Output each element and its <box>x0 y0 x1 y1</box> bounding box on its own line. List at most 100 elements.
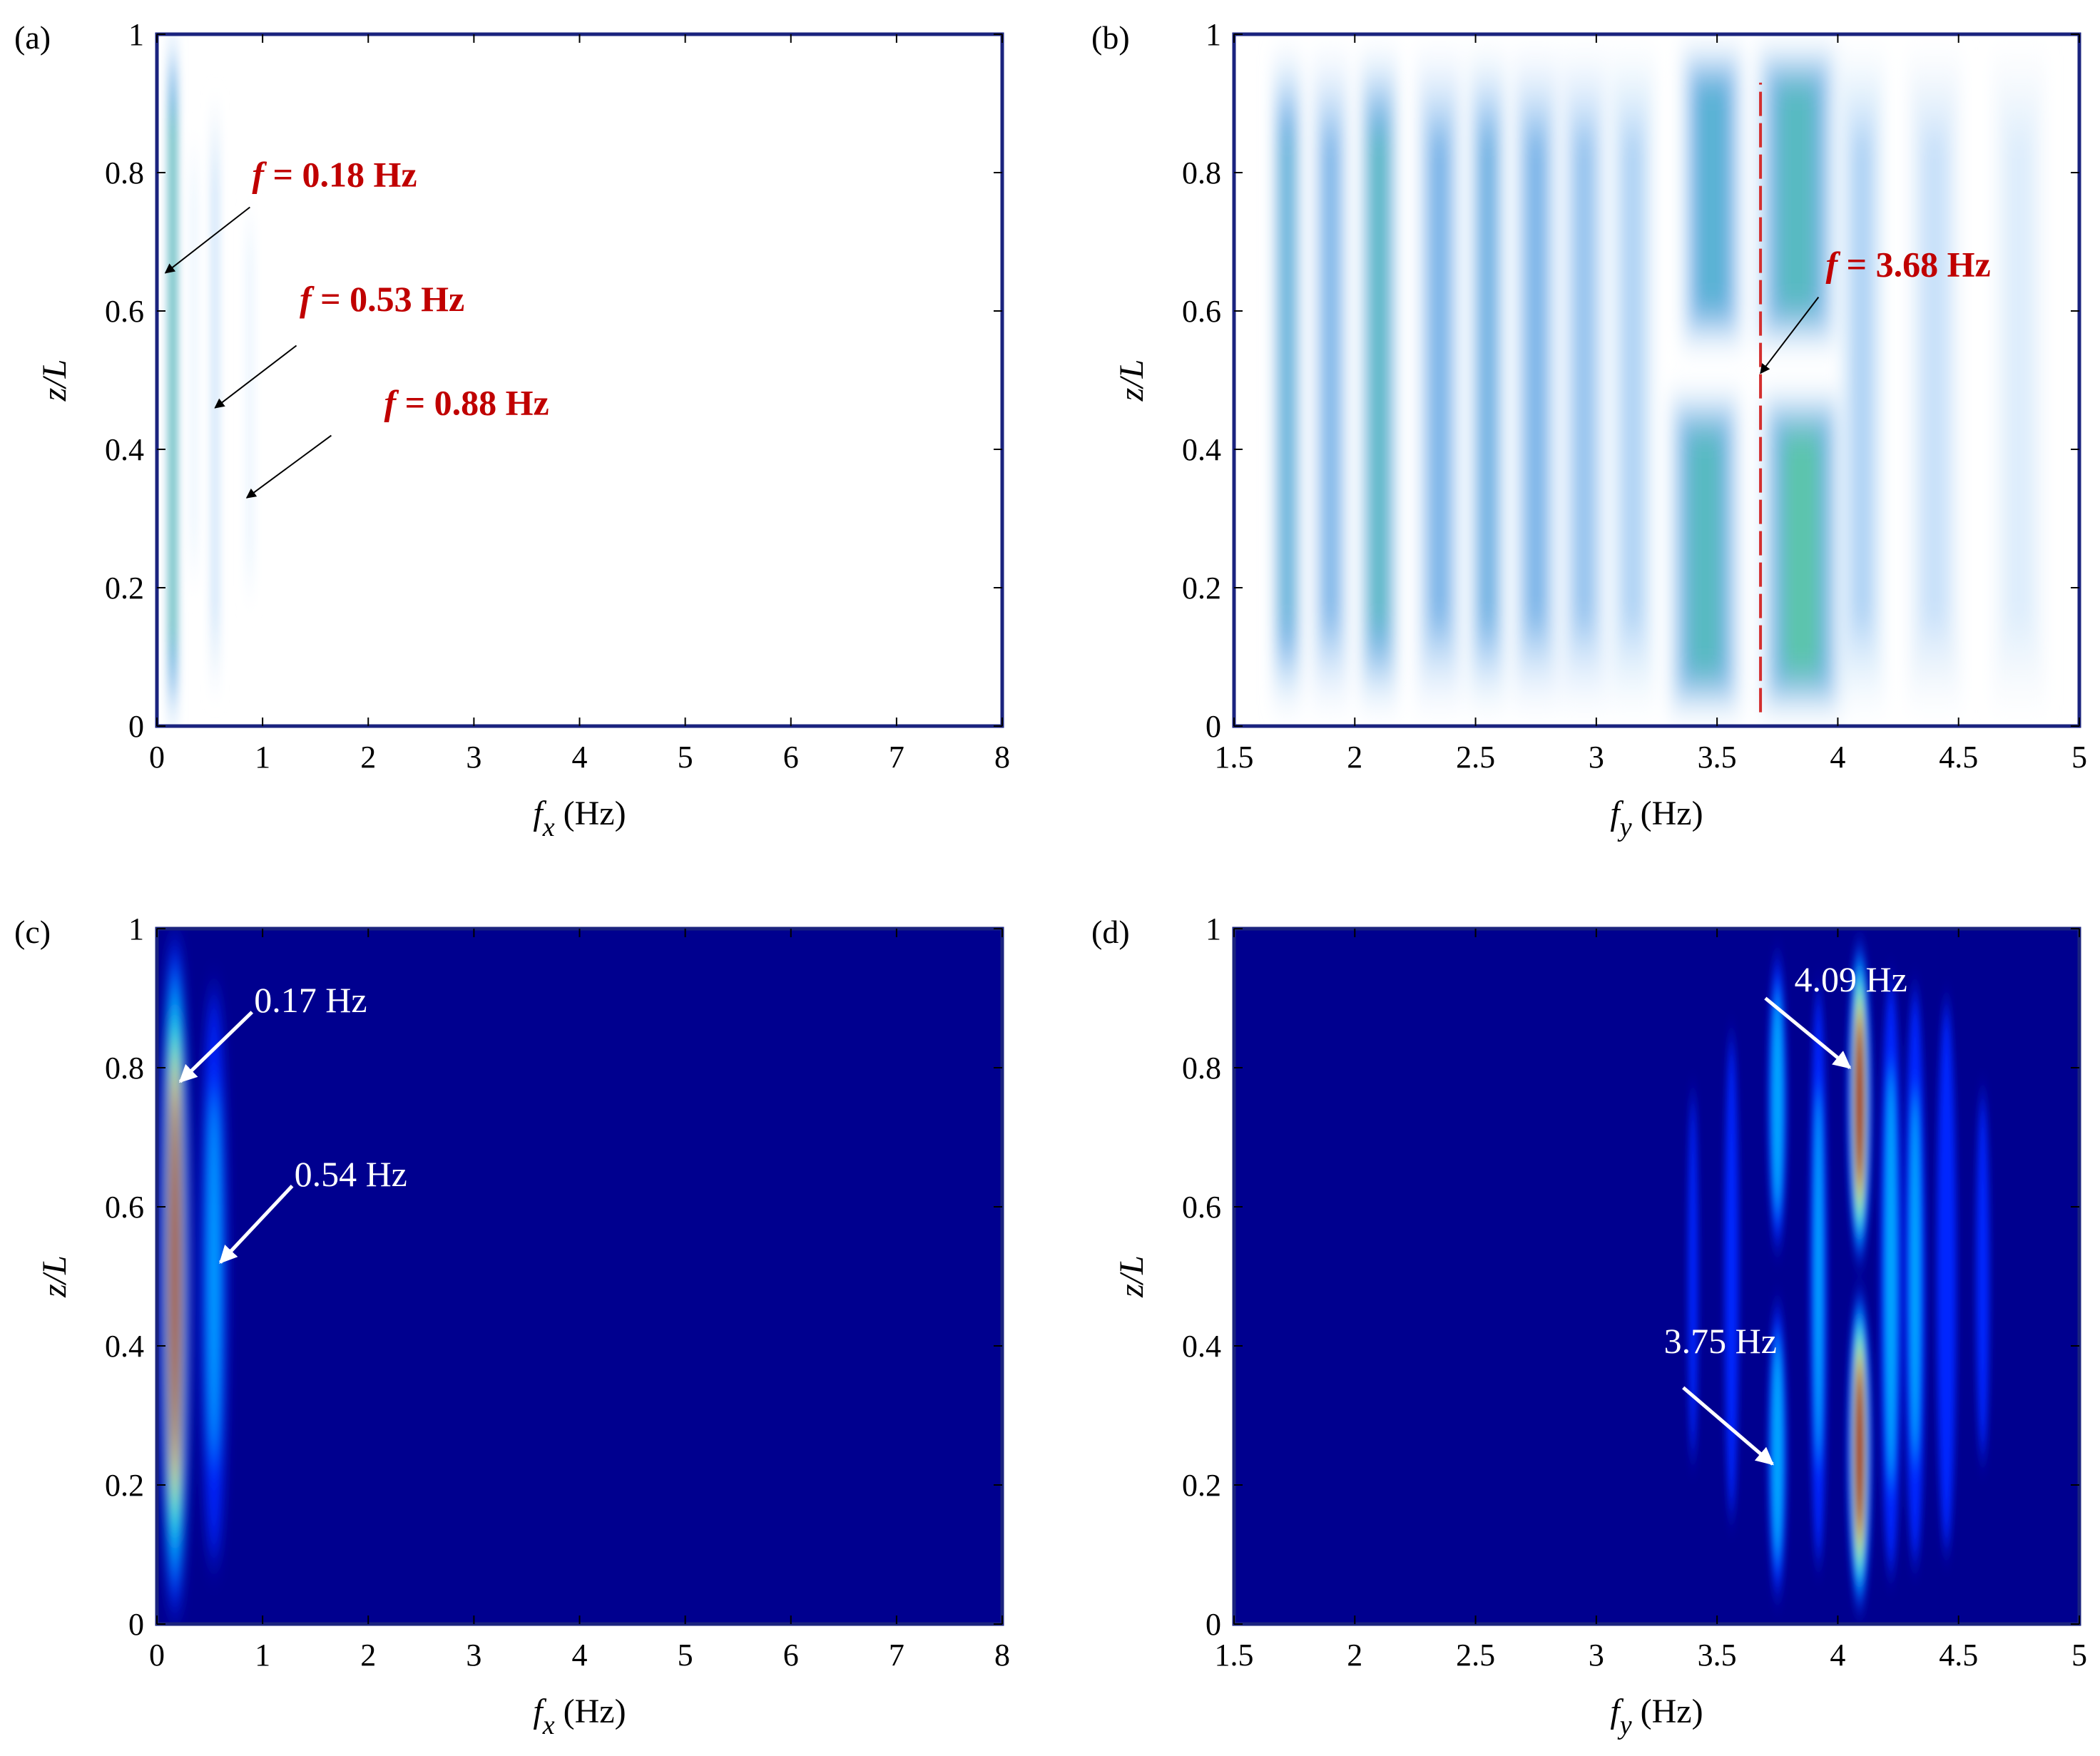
y-tick-label: 0.4 <box>105 1329 144 1364</box>
spectral-band <box>1976 1093 1989 1459</box>
annotation-label: f = 0.18 Hz <box>252 154 417 194</box>
x-tick-label: 4 <box>572 740 588 775</box>
x-tick-label: 2 <box>1347 1638 1362 1673</box>
spectral-band <box>1429 133 1449 628</box>
y-tick-label: 0.8 <box>105 155 144 190</box>
x-tick-label: 5 <box>678 740 693 775</box>
x-tick-label: 7 <box>889 740 904 775</box>
x-tick-label: 2 <box>1347 740 1362 775</box>
annotation-arrow <box>214 344 297 409</box>
annotation-arrow <box>219 1185 294 1264</box>
x-axis-label: fy (Hz) <box>1610 1693 1703 1740</box>
annotation-arrow <box>1760 296 1820 374</box>
heatmap-bands <box>1273 48 2047 713</box>
heatmap-bands <box>160 939 227 1614</box>
spectral-band <box>1689 432 1721 675</box>
y-tick-label: 0.6 <box>1182 1190 1221 1225</box>
heatmap-bands <box>1688 946 1989 1606</box>
spectral-band <box>1885 1071 1897 1482</box>
y-axis-label: z/L <box>1113 359 1151 402</box>
spectral-band <box>169 1093 180 1459</box>
annotation-arrow <box>164 206 250 274</box>
annotation-label: 4.09 Hz <box>1794 959 1907 999</box>
annotation-label: 3.75 Hz <box>1664 1321 1777 1361</box>
spectral-band <box>1772 993 1783 1212</box>
spectral-band <box>1855 1019 1865 1187</box>
x-tick-label: 3 <box>466 740 481 775</box>
x-tick-label: 4.5 <box>1939 1638 1978 1673</box>
spectral-band <box>212 173 218 621</box>
spectral-band <box>1526 133 1546 628</box>
spectral-band <box>1688 1093 1698 1459</box>
spectral-band <box>1479 133 1496 628</box>
y-tick-label: 0.6 <box>105 1190 144 1225</box>
x-axis-label: fx (Hz) <box>533 795 626 842</box>
spectral-band <box>1698 83 1726 310</box>
spectral-band <box>1623 133 1643 628</box>
y-tick-label: 1 <box>128 912 144 946</box>
y-tick-label: 0.6 <box>105 294 144 329</box>
x-tick-label: 2.5 <box>1456 740 1495 775</box>
spectral-band <box>1784 432 1820 675</box>
x-tick-label: 0 <box>149 740 165 775</box>
y-tick-label: 1 <box>1206 912 1221 946</box>
annotation-label: f = 0.53 Hz <box>300 279 464 319</box>
spectral-band <box>1724 1036 1739 1517</box>
x-tick-label: 6 <box>783 740 799 775</box>
y-axis-label: z/L <box>36 359 73 402</box>
spectral-band <box>1281 133 1293 628</box>
panel-label: (b) <box>1091 19 1130 56</box>
y-tick-label: 0.2 <box>105 1468 144 1503</box>
x-tick-label: 1 <box>255 1638 270 1673</box>
spectral-band <box>208 1093 220 1459</box>
y-tick-label: 0.2 <box>1182 571 1221 606</box>
spectral-band <box>2007 133 2031 628</box>
y-axis-label: z/L <box>36 1255 73 1298</box>
annotation-label: 0.54 Hz <box>295 1154 407 1194</box>
panel-label: (a) <box>14 19 51 56</box>
y-tick-label: 0 <box>128 709 144 744</box>
y-axis-label: z/L <box>1113 1255 1151 1298</box>
x-tick-label: 2.5 <box>1456 1638 1495 1673</box>
x-tick-label: 3 <box>466 1638 481 1673</box>
y-tick-label: 0.4 <box>105 432 144 467</box>
spectral-band <box>1852 133 1872 628</box>
y-tick-label: 0.8 <box>1182 155 1221 190</box>
x-tick-label: 4 <box>572 1638 588 1673</box>
spectral-band <box>170 117 175 643</box>
spectral-band <box>1815 1093 1823 1459</box>
spectral-band <box>1371 133 1387 628</box>
annotation-label: f = 0.88 Hz <box>384 383 549 423</box>
y-tick-label: 0.8 <box>105 1051 144 1086</box>
spectral-band <box>1772 1341 1783 1560</box>
x-tick-label: 6 <box>783 1638 799 1673</box>
x-tick-label: 5 <box>2071 740 2087 775</box>
panel-label: (d) <box>1091 914 1130 950</box>
plot-background <box>157 34 1002 726</box>
y-tick-label: 0 <box>1206 1607 1221 1642</box>
y-tick-label: 1 <box>1206 17 1221 52</box>
x-axis-label: fx (Hz) <box>533 1693 626 1740</box>
x-tick-label: 2 <box>360 740 376 775</box>
x-tick-label: 4 <box>1830 1638 1845 1673</box>
annotation-arrow <box>1764 996 1852 1069</box>
spectral-band <box>1910 1093 1920 1459</box>
x-tick-label: 4 <box>1830 740 1845 775</box>
x-tick-label: 8 <box>994 740 1010 775</box>
spectral-band <box>1937 1002 1957 1551</box>
annotation-label: f = 3.68 Hz <box>1826 245 1991 285</box>
x-tick-label: 1.5 <box>1215 740 1254 775</box>
panel-d: 1.5 2 2.5 3 3.5 4 4.5 5 0 0.2 0.4 0.6 0.8 1 fy (Hz) z/L… <box>1091 912 2087 1740</box>
annotation-arrow <box>1682 1386 1774 1466</box>
x-tick-label: 2 <box>360 1638 376 1673</box>
annotation-arrow <box>245 434 332 499</box>
y-tick-label: 0.4 <box>1182 1329 1221 1364</box>
axis-frame <box>1232 927 2081 1626</box>
annotation-label: 0.17 Hz <box>254 980 367 1020</box>
y-tick-label: 0.2 <box>105 571 144 606</box>
y-tick-label: 0.8 <box>1182 1051 1221 1086</box>
y-tick-label: 0.4 <box>1182 432 1221 467</box>
x-tick-label: 5 <box>2071 1638 2087 1673</box>
x-tick-label: 0 <box>149 1638 165 1673</box>
